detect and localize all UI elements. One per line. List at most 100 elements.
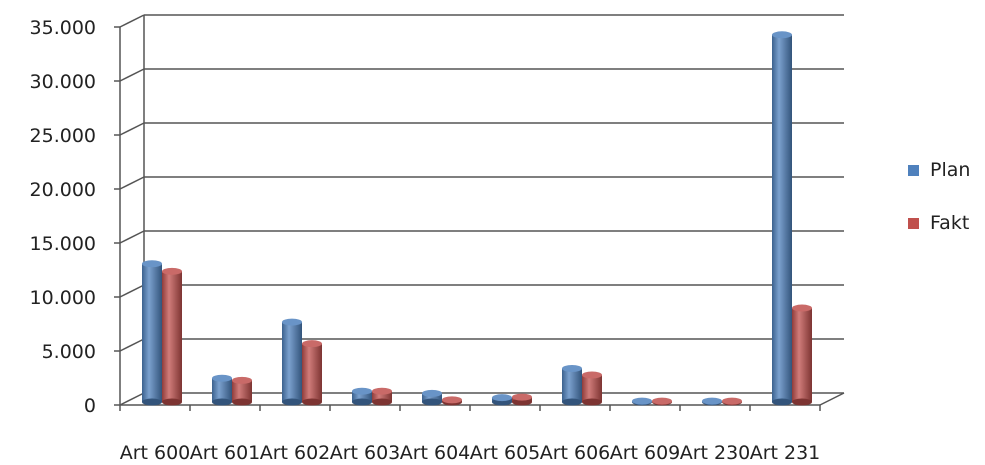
bar-base — [792, 398, 812, 406]
bar-body — [282, 322, 302, 402]
bar-base — [352, 398, 372, 406]
bar-base — [162, 398, 182, 406]
x-tick-label: Art 609 — [610, 442, 681, 464]
floor-edge — [819, 392, 845, 406]
x-tick-label: Art 600 — [120, 442, 191, 464]
bar-top — [582, 371, 602, 379]
bar-base — [372, 398, 392, 406]
bar-plan-art-605 — [492, 394, 512, 406]
y-tick-label: 0 — [84, 395, 96, 417]
axes — [114, 26, 845, 411]
bar-body — [162, 271, 182, 402]
y-tick-label: 25.000 — [30, 125, 96, 147]
bar-plan-art-601 — [212, 374, 232, 406]
bar-body — [562, 368, 582, 402]
bar-top — [422, 389, 442, 397]
bars — [142, 31, 812, 406]
bar-top — [372, 387, 392, 395]
gridline-diag — [119, 392, 145, 406]
bar-top — [702, 397, 722, 405]
bar-base — [302, 398, 322, 406]
bar-base — [142, 398, 162, 406]
x-tick-label: Art 601 — [190, 442, 261, 464]
bar-body — [352, 391, 372, 402]
gridline-diag — [119, 284, 145, 298]
bar-fakt-art-604 — [442, 396, 462, 406]
bar-plan-art-230 — [702, 397, 722, 406]
y-tick-label: 20.000 — [30, 179, 96, 201]
bar-fakt-art-230 — [722, 397, 742, 406]
bar-plan-art-604 — [422, 389, 442, 406]
bar-body — [212, 378, 232, 402]
bar-fakt-art-606 — [582, 371, 602, 406]
x-tick-label: Art 602 — [260, 442, 331, 464]
bar-plan-art-609 — [632, 397, 652, 406]
bar-top — [562, 365, 582, 373]
bar-top — [142, 260, 162, 268]
gridlines — [119, 14, 844, 406]
y-tick-label: 15.000 — [30, 233, 96, 255]
x-tick-label: Art 604 — [400, 442, 471, 464]
bar-fakt-art-231 — [792, 304, 812, 406]
bar-fakt-art-602 — [302, 340, 322, 406]
bar-top — [352, 387, 372, 395]
bar-base — [512, 398, 532, 406]
bar-body — [772, 34, 792, 403]
x-tick-label: Art 606 — [540, 442, 611, 464]
bar-top — [212, 374, 232, 382]
x-tick-label: Art 605 — [470, 442, 541, 464]
bar-plan-art-602 — [282, 318, 302, 406]
gridline-diag — [119, 338, 145, 352]
bar-plan-art-231 — [772, 31, 792, 406]
bar-base — [212, 398, 232, 406]
bar-top — [492, 394, 512, 402]
bar-body — [142, 263, 162, 402]
bar-fakt-art-600 — [162, 267, 182, 406]
bar-fakt-art-603 — [372, 387, 392, 406]
bar-top — [302, 340, 322, 348]
bar-fakt-art-601 — [232, 376, 252, 406]
bar-fakt-art-605 — [512, 393, 532, 406]
bar-top — [652, 397, 672, 405]
gridline-diag — [119, 68, 145, 82]
bar-body — [302, 343, 322, 402]
bar-top — [162, 267, 182, 275]
bar-base — [772, 398, 792, 406]
bar-body — [372, 391, 392, 402]
y-tick-labels: 0 5.000 10.000 15.000 20.000 25.000 30.000 35.0… — [30, 17, 96, 417]
bar-base — [422, 398, 442, 406]
bar-top — [282, 318, 302, 326]
gridline-diag — [119, 122, 145, 136]
gridline-diag — [119, 176, 145, 190]
bar-plan-art-603 — [352, 387, 372, 406]
gridline-diag — [119, 14, 145, 28]
bar-base — [282, 398, 302, 406]
bar-plan-art-606 — [562, 365, 582, 406]
bar-top — [442, 396, 462, 404]
bar-body — [422, 393, 442, 402]
y-tick-label: 35.000 — [30, 17, 96, 39]
x-tick-label: Art 231 — [750, 442, 821, 464]
y-tick-label: 30.000 — [30, 71, 96, 93]
bar-body — [232, 380, 252, 402]
bar-fakt-art-609 — [652, 397, 672, 406]
gridline-diag — [119, 230, 145, 244]
legend-label: Fakt — [930, 212, 969, 234]
bar-top — [512, 393, 532, 401]
bar-top — [772, 31, 792, 39]
x-tick-label: Art 603 — [330, 442, 401, 464]
bar-body — [792, 308, 812, 402]
bar-base — [562, 398, 582, 406]
legend-label: Plan — [930, 159, 970, 181]
x-tick-labels: Art 600 Art 601 Art 602 Art 603 Art 604 Art 6… — [120, 442, 821, 464]
x-tick-label: Art 230 — [680, 442, 751, 464]
bar-base — [232, 398, 252, 406]
bar-top — [792, 304, 812, 312]
bar-top — [722, 397, 742, 405]
legend-item-plan: Plan — [908, 159, 970, 181]
y-tick-label: 10.000 — [30, 287, 96, 309]
legend-swatch — [908, 218, 919, 229]
bar-base — [582, 398, 602, 406]
legend-item-fakt: Fakt — [908, 212, 969, 234]
